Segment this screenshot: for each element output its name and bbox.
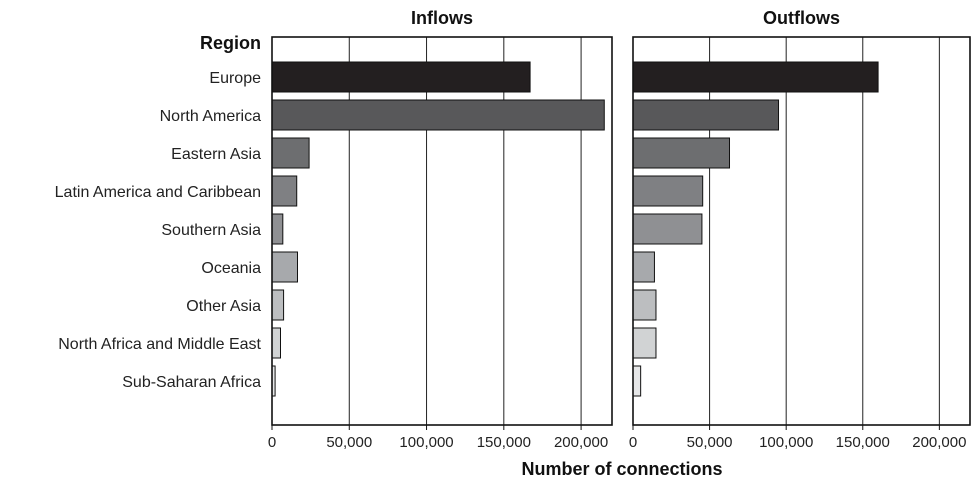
bar-outflows-latin-america-and-caribbean	[632, 175, 704, 207]
category-label-europe: Europe	[209, 70, 261, 87]
category-label-north-america: North America	[160, 108, 261, 125]
x-axis-title: Number of connections	[521, 459, 722, 479]
x-tick-label: 0	[268, 434, 276, 451]
category-labels: Europe North America Eastern Asia Latin Ame…	[55, 70, 262, 391]
x-tick-label: 150,000	[477, 434, 531, 451]
panel-title-outflows: Outflows	[763, 8, 840, 28]
x-tick-label: 150,000	[836, 434, 890, 451]
bar-inflows-oceania	[271, 251, 298, 283]
panel-outflows: Outflows 0 50,000 100,000 150,000 200,000	[629, 8, 971, 451]
x-tick-label: 50,000	[687, 434, 733, 451]
bar-outflows-europe	[632, 61, 879, 93]
plot-frame	[271, 36, 613, 426]
category-label-north-africa-and-middle-east: North Africa and Middle East	[58, 336, 261, 353]
category-label-sub-saharan-africa: Sub-Saharan Africa	[122, 374, 261, 391]
bar-outflows-oceania	[632, 251, 655, 283]
category-label-latin-america-and-caribbean: Latin America and Caribbean	[55, 184, 261, 201]
category-label-eastern-asia: Eastern Asia	[171, 146, 261, 163]
x-tick-label: 100,000	[399, 434, 453, 451]
bar-inflows-latin-america-and-caribbean	[271, 175, 298, 207]
category-label-oceania: Oceania	[201, 260, 261, 277]
x-tick-label: 200,000	[554, 434, 608, 451]
category-label-other-asia: Other Asia	[186, 298, 261, 315]
x-tick-label: 200,000	[912, 434, 966, 451]
bar-inflows-north-america	[271, 99, 605, 131]
x-tick-label: 100,000	[759, 434, 813, 451]
bar-inflows-southern-asia	[271, 213, 284, 245]
category-label-southern-asia: Southern Asia	[161, 222, 261, 239]
x-tick-label: 50,000	[326, 434, 372, 451]
bar-outflows-sub-saharan-africa	[632, 365, 642, 397]
panel-title-inflows: Inflows	[411, 8, 473, 28]
bar-outflows-north-america	[632, 99, 780, 131]
bar-inflows-europe	[271, 61, 531, 93]
bar-inflows-north-africa-and-middle-east	[271, 327, 281, 359]
category-header: Region	[200, 33, 261, 53]
bar-inflows-eastern-asia	[271, 137, 310, 169]
bar-outflows-other-asia	[632, 289, 657, 321]
panel-inflows: Inflows 0 50,000 100,000 150,000 200,000	[268, 8, 613, 451]
bar-outflows-southern-asia	[632, 213, 703, 245]
bar-outflows-eastern-asia	[632, 137, 731, 169]
bar-outflows-north-africa-and-middle-east	[632, 327, 657, 359]
bar-inflows-other-asia	[271, 289, 285, 321]
plot-frame	[632, 36, 971, 426]
x-tick-label: 0	[629, 434, 637, 451]
